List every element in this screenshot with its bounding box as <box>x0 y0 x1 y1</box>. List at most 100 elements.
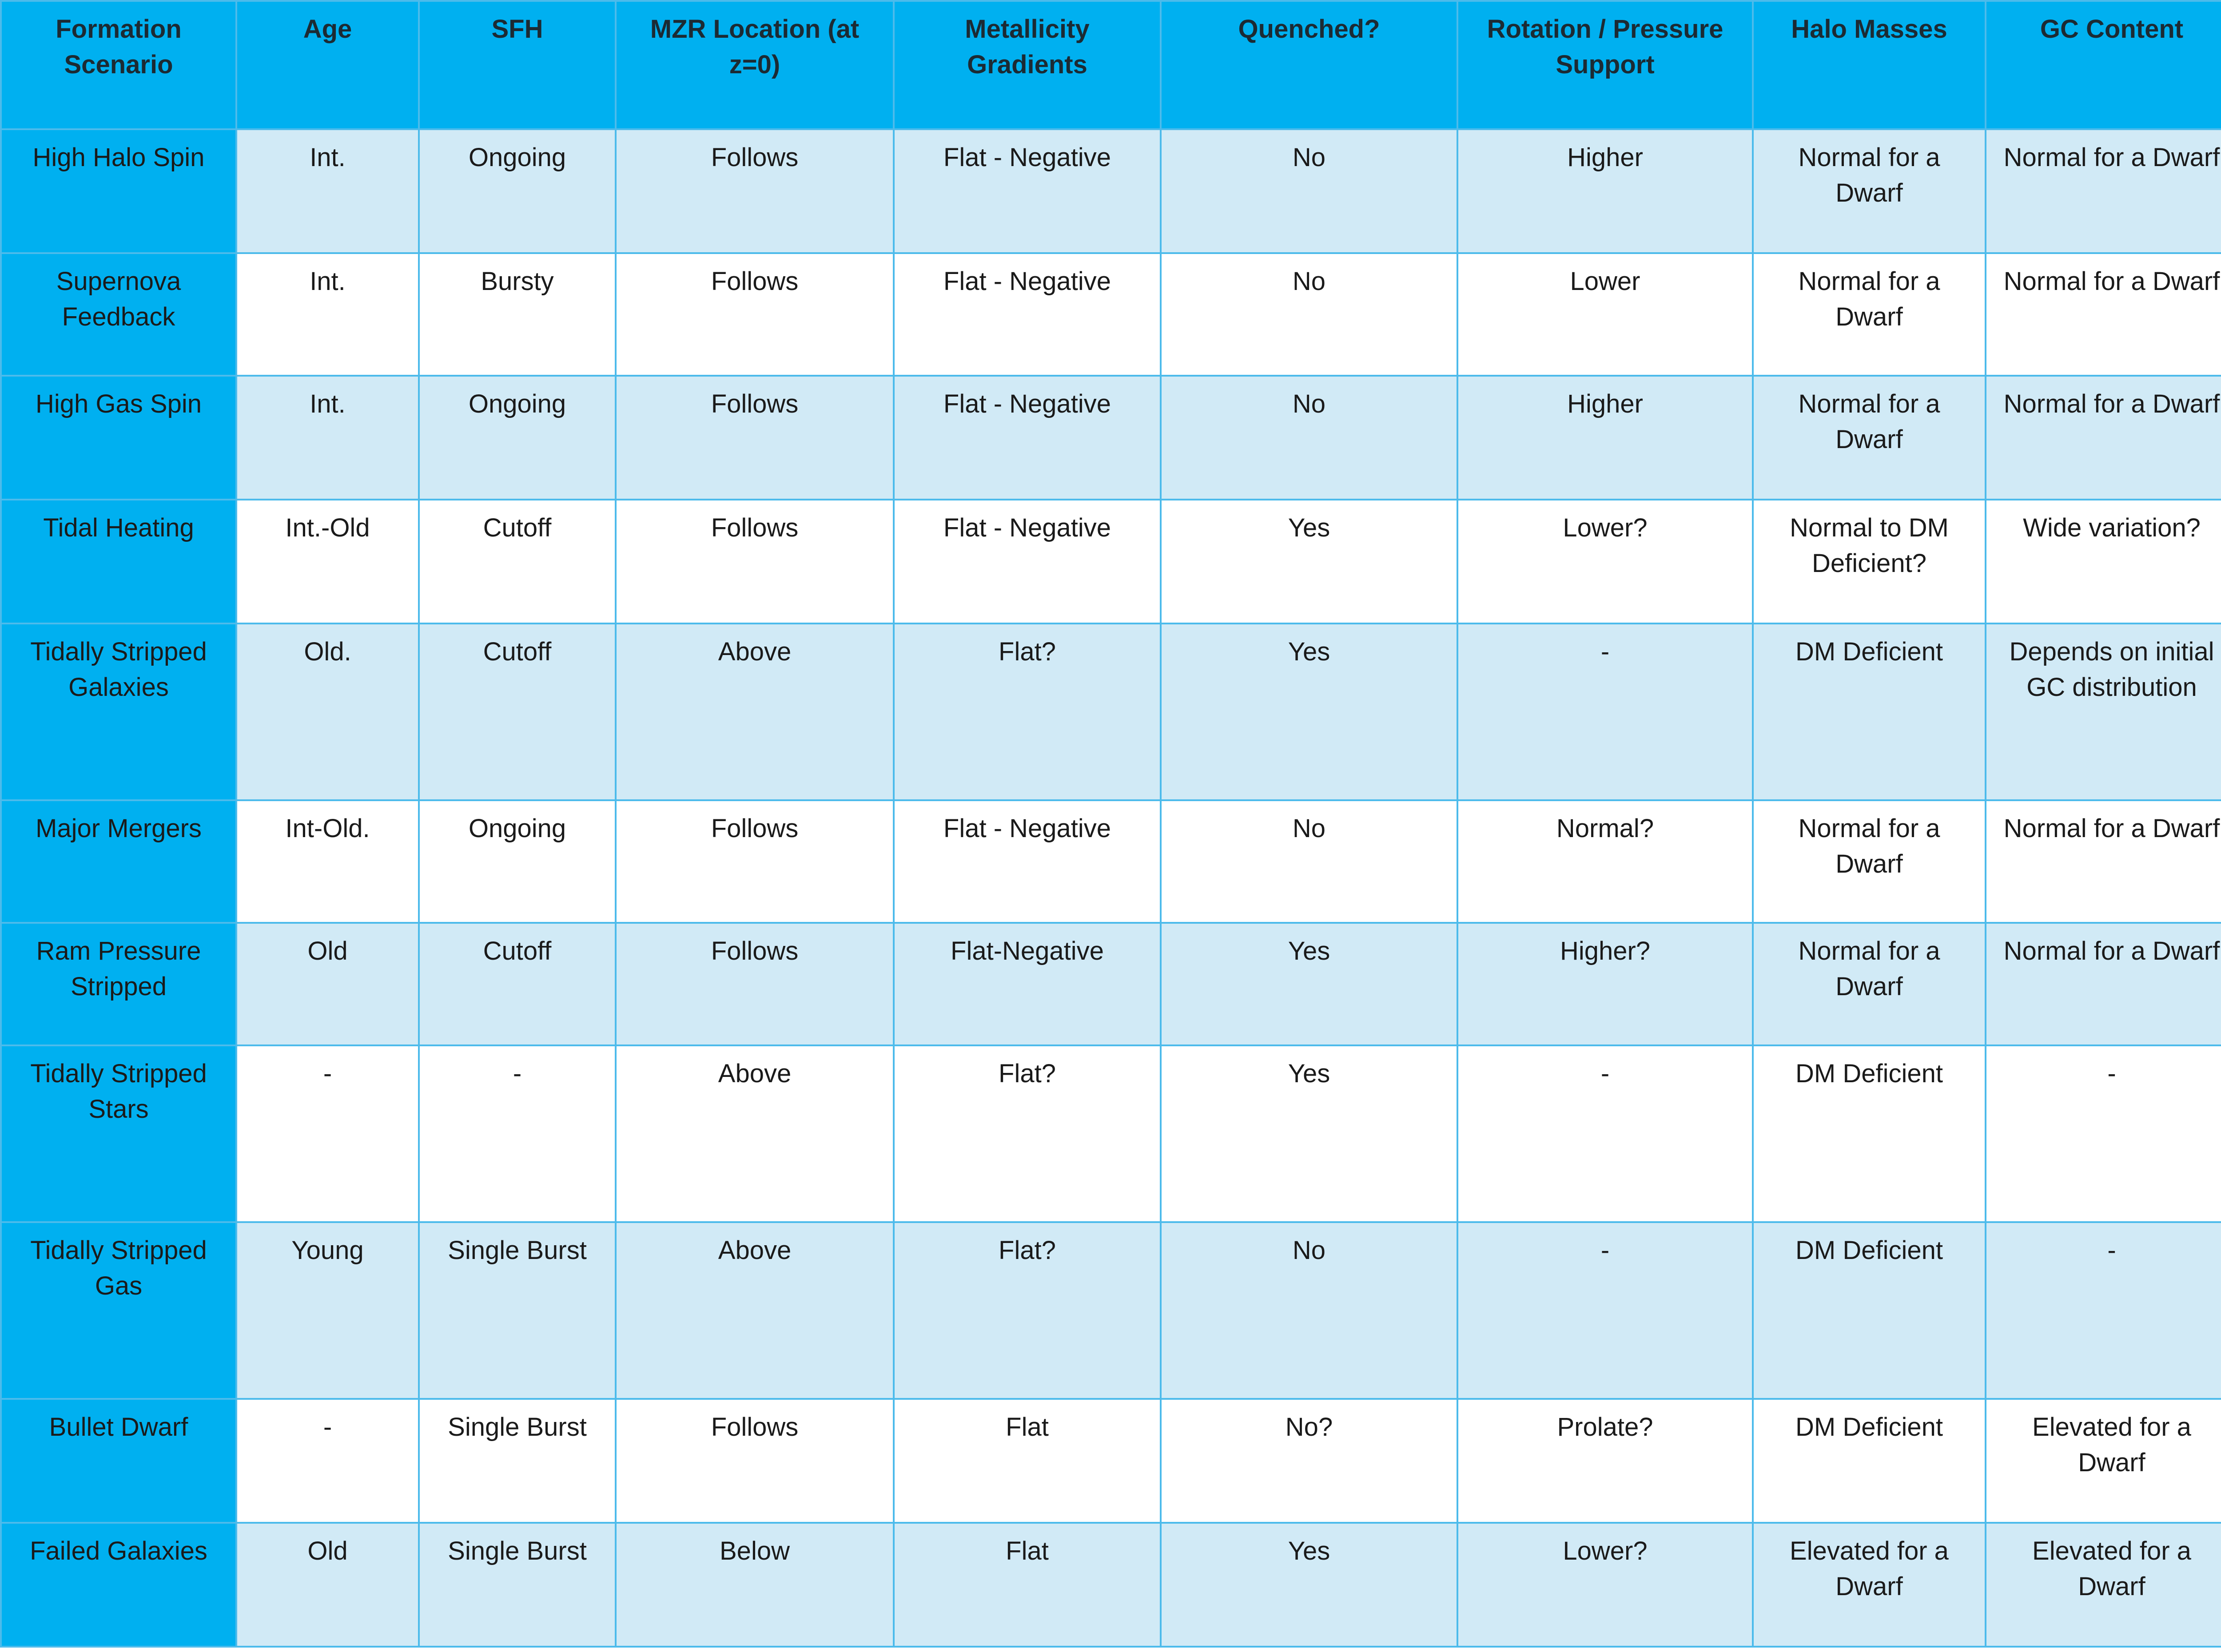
table-row: Ram Pressure Stripped Old Cutoff Follows Fla… <box>0 922 2221 1046</box>
table-row: Tidally Stripped Gas Young Single Burst Abo… <box>0 1221 2221 1400</box>
table-cell: Normal to DM Deficient? <box>1752 499 1986 624</box>
table-cell: Normal for a Dwarf <box>1985 375 2221 500</box>
table-cell: Normal? <box>1457 799 1754 924</box>
table-cell: Yes <box>1160 1044 1458 1223</box>
table-cell: Above <box>615 1221 895 1400</box>
table-cell: No <box>1160 1221 1458 1400</box>
table-cell: Int. <box>235 128 420 254</box>
table-cell: Follows <box>615 252 895 377</box>
table-cell: Normal for a Dwarf <box>1752 799 1986 924</box>
row-label: Tidally Stripped Stars <box>0 1044 237 1223</box>
table-cell: Below <box>615 1522 895 1648</box>
table-cell: Above <box>615 1044 895 1223</box>
header-cell: Quenched? <box>1160 0 1458 130</box>
table-cell: Follows <box>615 799 895 924</box>
table-cell: Int. <box>235 252 420 377</box>
table-cell: Ongoing <box>418 128 617 254</box>
table-cell: Int-Old. <box>235 799 420 924</box>
table-cell: Lower? <box>1457 1522 1754 1648</box>
table-cell: Follows <box>615 128 895 254</box>
table-cell: Yes <box>1160 623 1458 801</box>
table-cell: Yes <box>1160 499 1458 624</box>
table-cell: Bursty <box>418 252 617 377</box>
table-cell: - <box>235 1044 420 1223</box>
table-cell: Cutoff <box>418 499 617 624</box>
table-cell: Follows <box>615 922 895 1046</box>
row-label: Supernova Feedback <box>0 252 237 377</box>
table-cell: Normal for a Dwarf <box>1985 922 2221 1046</box>
table-cell: Follows <box>615 375 895 500</box>
table-cell: Int. <box>235 375 420 500</box>
header-cell: MZR Location (at z=0) <box>615 0 895 130</box>
header-cell: SFH <box>418 0 617 130</box>
table-cell: Depends on initial GC distribution <box>1985 623 2221 801</box>
table-cell: Young <box>235 1221 420 1400</box>
table-cell: Flat <box>893 1522 1162 1648</box>
row-label: Tidal Heating <box>0 499 237 624</box>
table-cell: No <box>1160 128 1458 254</box>
table-cell: Ongoing <box>418 375 617 500</box>
table-cell: Yes <box>1160 1522 1458 1648</box>
row-label: Bullet Dwarf <box>0 1398 237 1524</box>
table-cell: Normal for a Dwarf <box>1752 922 1986 1046</box>
table-cell: Single Burst <box>418 1522 617 1648</box>
table-cell: Normal for a Dwarf <box>1985 128 2221 254</box>
table-cell: - <box>418 1044 617 1223</box>
table-row: Supernova Feedback Int. Bursty Follows Flat … <box>0 252 2221 377</box>
table-row: Bullet Dwarf - Single Burst Follows Flat No? P… <box>0 1398 2221 1524</box>
table-cell: Elevated for a Dwarf <box>1985 1522 2221 1648</box>
table-cell: DM Deficient <box>1752 1044 1986 1223</box>
table-cell: Higher <box>1457 128 1754 254</box>
table-cell: Normal for a Dwarf <box>1985 799 2221 924</box>
header-cell: Halo Masses <box>1752 0 1986 130</box>
table-cell: Prolate? <box>1457 1398 1754 1524</box>
table-cell: DM Deficient <box>1752 1221 1986 1400</box>
table-cell: No <box>1160 252 1458 377</box>
table-cell: Normal for a Dwarf <box>1752 375 1986 500</box>
header-cell: Formation Scenario <box>0 0 237 130</box>
table-row: High Halo Spin Int. Ongoing Follows Flat - N… <box>0 128 2221 254</box>
table-cell: No <box>1160 375 1458 500</box>
table-row: Tidal Heating Int.-Old Cutoff Follows Flat -… <box>0 499 2221 624</box>
table-cell: Wide variation? <box>1985 499 2221 624</box>
table-cell: Normal for a Dwarf <box>1752 252 1986 377</box>
header-cell: Age <box>235 0 420 130</box>
header-row: Formation Scenario Age SFH MZR Location (at… <box>0 0 2221 130</box>
table-cell: DM Deficient <box>1752 1398 1986 1524</box>
row-label: High Halo Spin <box>0 128 237 254</box>
table-cell: Flat? <box>893 1221 1162 1400</box>
row-label: Failed Galaxies <box>0 1522 237 1648</box>
table-row: Major Mergers Int-Old. Ongoing Follows Flat … <box>0 799 2221 924</box>
table-cell: Flat - Negative <box>893 252 1162 377</box>
table-cell: Ongoing <box>418 799 617 924</box>
table-cell: - <box>1985 1044 2221 1223</box>
table-cell: - <box>1985 1221 2221 1400</box>
table-row: High Gas Spin Int. Ongoing Follows Flat - Ne… <box>0 375 2221 500</box>
table-cell: Flat? <box>893 623 1162 801</box>
table-row: Failed Galaxies Old Single Burst Below Flat Y… <box>0 1522 2221 1648</box>
table-cell: Flat - Negative <box>893 499 1162 624</box>
table-row: Tidally Stripped Galaxies Old. Cutoff Above… <box>0 623 2221 801</box>
table-cell: Normal for a Dwarf <box>1985 252 2221 377</box>
row-label: High Gas Spin <box>0 375 237 500</box>
table-cell: Follows <box>615 1398 895 1524</box>
table-cell: Flat-Negative <box>893 922 1162 1046</box>
row-label: Tidally Stripped Galaxies <box>0 623 237 801</box>
table-cell: Old. <box>235 623 420 801</box>
table-cell: - <box>235 1398 420 1524</box>
table-cell: Above <box>615 623 895 801</box>
table-cell: Normal for a Dwarf <box>1752 128 1986 254</box>
table-row: Tidally Stripped Stars - - Above Flat? Yes - DM… <box>0 1044 2221 1223</box>
table-cell: No? <box>1160 1398 1458 1524</box>
table-cell: Elevated for a Dwarf <box>1752 1522 1986 1648</box>
table-cell: Single Burst <box>418 1398 617 1524</box>
header-cell: GC Content <box>1985 0 2221 130</box>
row-label: Ram Pressure Stripped <box>0 922 237 1046</box>
table-cell: Old <box>235 922 420 1046</box>
table-cell: No <box>1160 799 1458 924</box>
table-cell: Single Burst <box>418 1221 617 1400</box>
table-cell: Flat - Negative <box>893 128 1162 254</box>
table-cell: Follows <box>615 499 895 624</box>
table-cell: Flat <box>893 1398 1162 1524</box>
